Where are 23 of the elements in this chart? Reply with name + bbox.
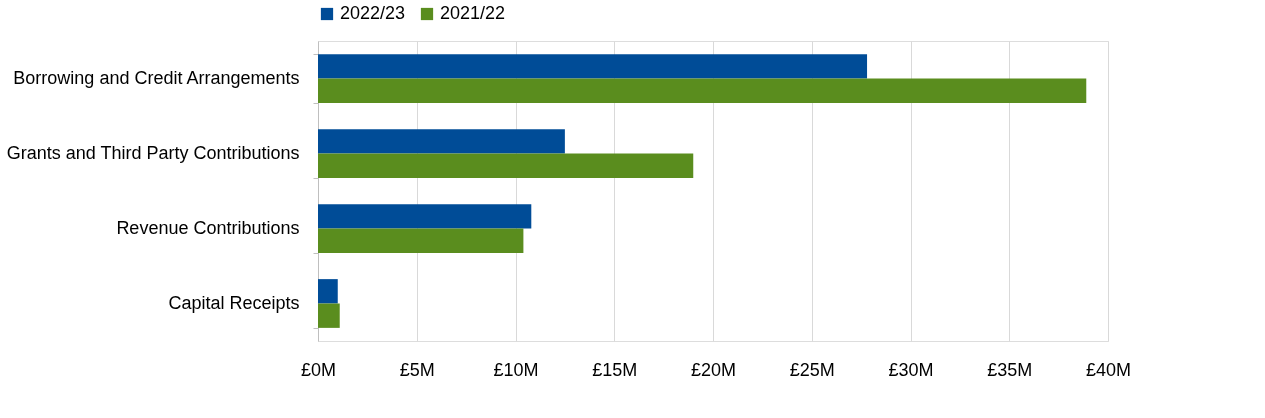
- x-tick-label: £5M: [399, 359, 435, 380]
- legend-label: 2022/23: [340, 3, 406, 23]
- x-tick-label: £15M: [592, 359, 638, 380]
- y-tick-label: Borrowing and Credit Arrangements: [13, 68, 300, 88]
- x-tick-label: £20M: [690, 359, 737, 380]
- bar: [318, 228, 524, 253]
- bar: [318, 78, 1087, 103]
- bar: [318, 54, 868, 79]
- legend-label: 2021/22: [440, 3, 506, 23]
- bar: [318, 303, 340, 328]
- x-tick-label: £40M: [1085, 359, 1132, 380]
- bar: [318, 153, 694, 178]
- y-tick-label: Capital Receipts: [168, 293, 300, 313]
- x-tick-label: £25M: [789, 359, 835, 380]
- bar: [318, 129, 565, 154]
- x-tick-label: £35M: [987, 359, 1033, 380]
- x-tick-label: £0M: [300, 359, 337, 380]
- bar: [318, 204, 532, 229]
- y-tick-label: Revenue Contributions: [116, 218, 300, 238]
- x-tick-label: £30M: [888, 359, 934, 380]
- x-tick-label: £10M: [493, 359, 539, 380]
- y-tick-label: Grants and Third Party Contributions: [6, 143, 300, 163]
- bar: [318, 279, 338, 304]
